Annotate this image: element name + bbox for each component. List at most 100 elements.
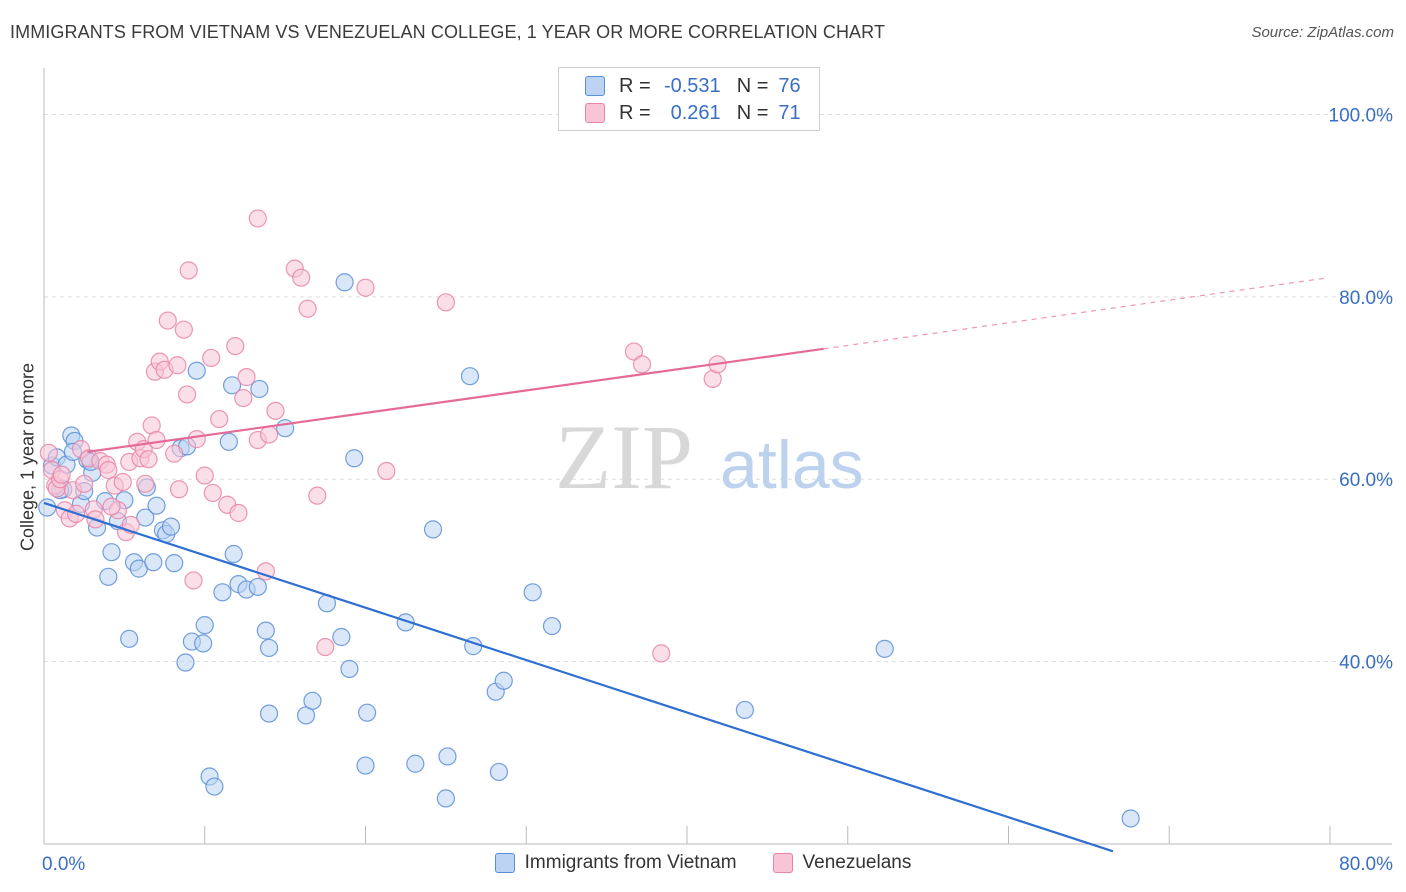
point-venezuelans <box>52 465 71 484</box>
point-venezuelans <box>179 261 198 280</box>
point-vietnam <box>99 567 118 586</box>
point-venezuelans <box>147 430 166 450</box>
legend-label-venezuelans: Venezuelans <box>802 852 912 873</box>
point-vietnam <box>224 544 243 564</box>
point-venezuelans <box>292 268 311 287</box>
point-vietnam <box>147 496 166 515</box>
point-vietnam <box>144 553 163 572</box>
point-venezuelans <box>652 644 671 663</box>
point-venezuelans <box>308 486 327 505</box>
point-venezuelans <box>99 461 118 480</box>
data-points <box>38 209 1140 828</box>
point-vietnam <box>120 629 139 648</box>
x-tick-label: 0.0% <box>42 854 85 875</box>
series-legend: Immigrants from Vietnam Venezuelans <box>0 852 1406 874</box>
watermark-zip: ZIP <box>555 406 693 508</box>
y-axis-label: College, 1 year or more <box>17 362 38 552</box>
point-vietnam <box>256 621 275 640</box>
point-vietnam <box>423 520 443 539</box>
legend-row-vietnam: R = -0.531 N = 76 <box>585 73 801 99</box>
point-vietnam <box>187 361 206 380</box>
legend-swatch-vietnam <box>494 853 515 873</box>
point-venezuelans <box>298 299 317 318</box>
point-vietnam <box>222 376 242 395</box>
point-venezuelans <box>139 450 158 469</box>
point-vietnam <box>38 498 57 517</box>
legend-item-venezuelans[interactable]: Venezuelans <box>772 852 912 874</box>
point-vietnam <box>259 638 279 658</box>
point-venezuelans <box>75 474 94 493</box>
point-vietnam <box>259 704 279 723</box>
point-venezuelans <box>316 637 335 657</box>
legend-label-vietnam: Immigrants from Vietnam <box>524 852 737 873</box>
legend-item-vietnam[interactable]: Immigrants from Vietnam <box>494 852 737 874</box>
point-vietnam <box>542 616 562 636</box>
point-venezuelans <box>229 503 248 523</box>
point-vietnam <box>340 659 359 679</box>
point-vietnam <box>436 789 455 808</box>
point-vietnam <box>489 762 509 782</box>
legend-r-label: R = <box>619 101 651 124</box>
point-vietnam <box>219 432 238 451</box>
point-vietnam <box>205 777 224 796</box>
point-venezuelans <box>187 430 206 449</box>
point-vietnam <box>194 634 213 653</box>
legend-swatch-vietnam <box>585 76 605 96</box>
point-vietnam <box>335 273 354 292</box>
axes <box>43 68 1392 845</box>
point-venezuelans <box>632 355 652 374</box>
point-venezuelans <box>177 385 197 404</box>
x-tick-label: 80.0% <box>1339 854 1393 875</box>
point-vietnam <box>332 627 351 647</box>
point-vietnam <box>1121 809 1140 828</box>
point-venezuelans <box>259 425 279 444</box>
chart-title: IMMIGRANTS FROM VIETNAM VS VENEZUELAN CO… <box>10 22 886 42</box>
point-venezuelans <box>356 278 375 297</box>
point-venezuelans <box>169 480 189 499</box>
point-vietnam <box>406 754 425 773</box>
point-vietnam <box>303 691 322 710</box>
trend-lines <box>43 277 1329 853</box>
point-venezuelans <box>226 337 245 356</box>
point-venezuelans <box>174 320 193 339</box>
trend-line-vietnam <box>43 501 1114 853</box>
watermark-atlas: atlas <box>720 427 864 503</box>
legend-n-value: 71 <box>778 101 801 124</box>
point-venezuelans <box>184 571 203 590</box>
point-vietnam <box>438 747 457 766</box>
point-vietnam <box>248 577 267 596</box>
legend-row-venezuelans: R = 0.261 N = 71 <box>585 100 801 126</box>
trend-line-venezuelans <box>87 347 824 453</box>
legend-n-value: 76 <box>778 74 801 97</box>
y-tick-label: 60.0% <box>1339 470 1393 491</box>
point-vietnam <box>460 367 480 386</box>
point-vietnam <box>396 613 415 632</box>
point-venezuelans <box>248 209 267 228</box>
watermark: ZIP atlas <box>555 406 864 508</box>
source-text: Source: ZipAtlas.com <box>1251 24 1394 41</box>
point-venezuelans <box>165 444 184 463</box>
point-vietnam <box>161 517 181 536</box>
point-vietnam <box>102 543 121 562</box>
point-vietnam <box>735 700 754 720</box>
point-vietnam <box>345 449 364 468</box>
point-venezuelans <box>436 293 455 312</box>
point-vietnam <box>875 639 894 658</box>
point-venezuelans <box>168 356 187 375</box>
point-vietnam <box>356 756 375 775</box>
tick-labels: 40.0% 60.0% 80.0% 100.0% 0.0% 80.0% <box>42 105 1393 875</box>
point-vietnam <box>494 671 513 690</box>
point-venezuelans <box>210 409 229 429</box>
legend-swatch-venezuelans <box>772 853 793 873</box>
point-venezuelans <box>195 466 214 485</box>
trend-line-venezuelans-extension <box>823 277 1329 350</box>
point-vietnam <box>165 554 184 573</box>
legend-n-label: N = <box>736 101 769 124</box>
point-venezuelans <box>203 483 222 503</box>
point-vietnam <box>523 583 542 602</box>
legend-r-value: 0.261 <box>670 101 721 124</box>
point-vietnam <box>136 508 155 527</box>
point-venezuelans <box>202 348 221 368</box>
legend-r-label: R = <box>619 74 651 97</box>
